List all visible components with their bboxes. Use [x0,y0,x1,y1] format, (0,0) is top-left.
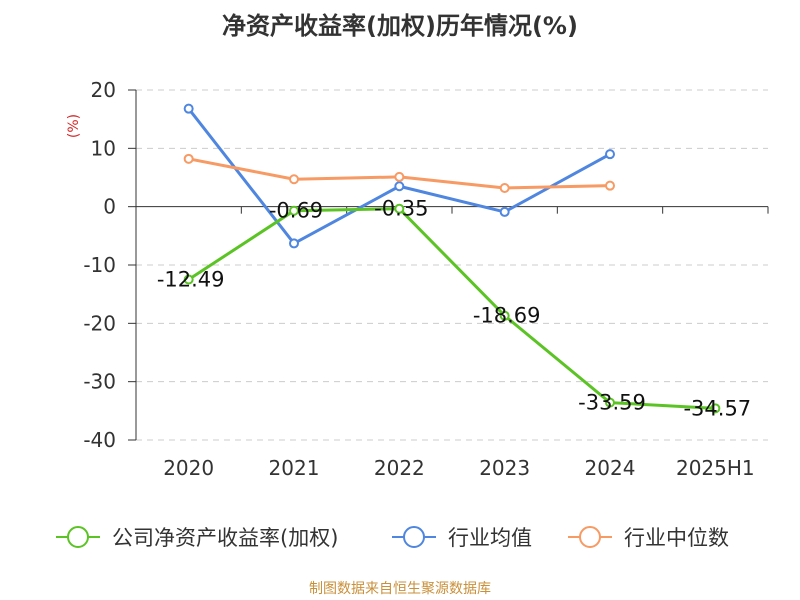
y-tick-label: 20 [91,78,116,102]
data-point [183,274,194,285]
data-source-note: 制图数据来自恒生聚源数据库 [309,581,491,597]
series-line-0 [187,207,716,410]
x-tick-label: 2023 [479,456,530,480]
data-label: -34.57 [683,396,751,420]
x-tick-label: 2025H1 [676,456,755,480]
data-point [289,174,299,185]
x-tick-label: 2021 [269,456,320,480]
data-point [605,180,615,191]
data-label: -18.69 [473,304,541,328]
y-tick-label: -30 [83,370,116,394]
y-tick-label: 10 [91,136,116,160]
legend-label: 公司净资产收益率(加权) [112,526,338,550]
y-tick-label: 0 [103,195,116,219]
data-label: -12.49 [157,268,225,292]
x-tick-label: 2020 [163,456,214,480]
x-tick-label: 2022 [374,456,425,480]
y-tick-label: -10 [83,253,116,277]
legend-marker [67,526,89,548]
data-point [394,171,405,182]
data-label: -0.35 [374,197,428,221]
data-label: -0.69 [269,199,323,223]
y-tick-label: -40 [83,428,116,452]
data-point [499,183,510,193]
data-point [289,238,299,249]
y-tick-label: -20 [83,311,116,335]
x-tick-label: 2024 [585,456,636,480]
data-point [605,397,615,408]
data-point [394,203,405,214]
data-point [499,310,510,321]
legend-marker [579,526,601,548]
legend-label: 行业中位数 [624,526,729,550]
data-point [183,153,194,164]
legend-label: 行业均值 [448,526,532,550]
y-axis-label: (%) [66,114,82,138]
data-point [710,403,721,414]
data-label: -33.59 [578,391,646,415]
data-point [289,205,299,216]
data-point [499,206,510,217]
data-point [605,149,615,160]
data-point [394,181,405,192]
chart-title: 净资产收益率(加权)历年情况(%) [222,12,578,40]
data-point [183,103,194,114]
legend-marker [403,526,425,548]
